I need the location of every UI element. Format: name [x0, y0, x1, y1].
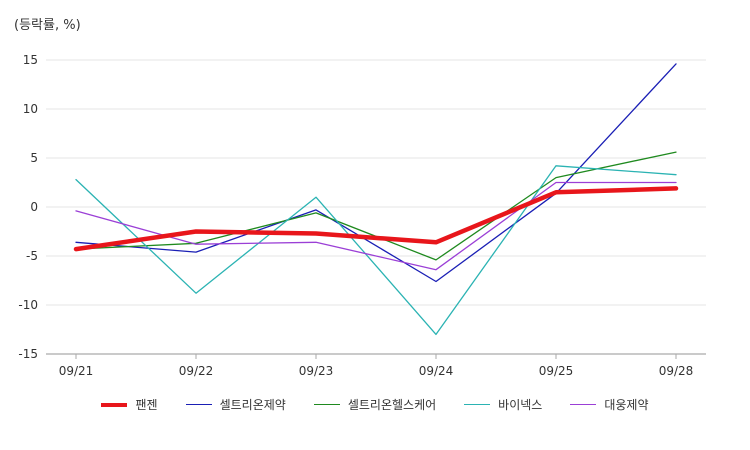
legend-item: 대웅제약	[570, 396, 649, 413]
series-line-5	[75, 181, 677, 271]
y-tick-label: 15	[23, 53, 38, 67]
legend-item: 바이넥스	[464, 396, 542, 413]
legend-swatch	[313, 404, 340, 405]
legend-item: 팬젠	[101, 396, 158, 413]
y-tick-label: 5	[30, 151, 38, 165]
legend-swatch	[185, 404, 212, 405]
y-tick-label: -5	[26, 249, 38, 263]
y-tick-label: -15	[18, 347, 38, 361]
x-tick-label: 09/23	[299, 364, 334, 378]
y-tick-label: 0	[30, 200, 38, 214]
y-tick-label: 10	[23, 102, 38, 116]
legend-swatch	[570, 404, 597, 405]
x-tick-label: 09/25	[539, 364, 574, 378]
legend-swatch	[464, 404, 491, 405]
x-tick-label: 09/21	[59, 364, 94, 378]
unit-label: (등락률, %)	[14, 18, 81, 33]
x-tick-label: 09/28	[659, 364, 694, 378]
legend-label: 셀트리온헬스케어	[347, 398, 437, 412]
x-tick-label: 09/22	[179, 364, 214, 378]
legend-item: 셀트리온헬스케어	[313, 396, 437, 413]
legend-label: 셀트리온제약	[219, 398, 286, 412]
legend-label: 바이넥스	[498, 398, 543, 412]
legend-label: 팬젠	[135, 398, 158, 412]
y-tick-label: -10	[18, 298, 38, 312]
legend-swatch	[101, 402, 128, 407]
x-tick-label: 09/24	[419, 364, 454, 378]
legend-item: 셀트리온제약	[185, 396, 286, 413]
series-line-1	[73, 186, 679, 252]
chart-legend: 팬젠 셀트리온제약 셀트리온헬스케어 바이넥스 대웅제약	[0, 396, 750, 413]
legend-label: 대웅제약	[604, 398, 649, 412]
series-line-4	[75, 165, 677, 336]
series-line-2	[75, 63, 677, 283]
